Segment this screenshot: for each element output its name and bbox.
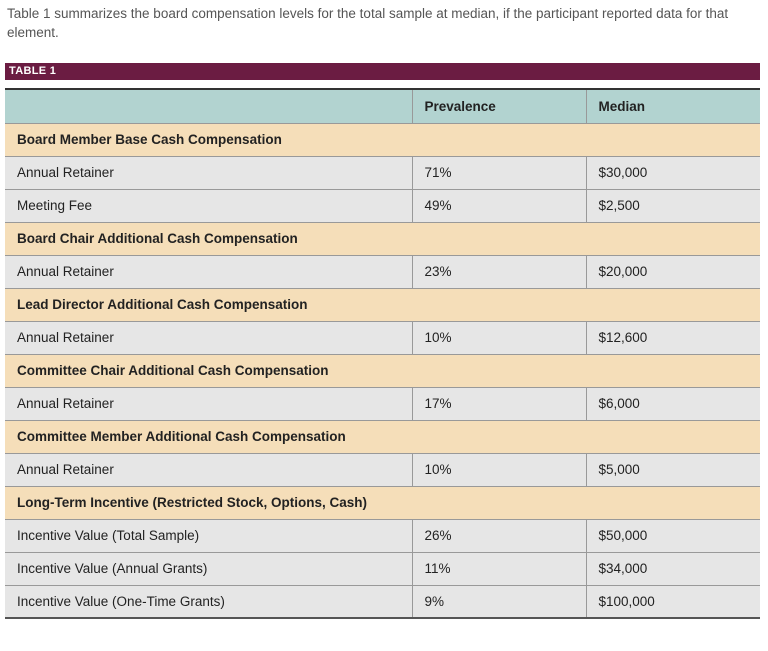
prevalence-cell: 9% bbox=[412, 584, 587, 619]
row-label: Annual Retainer bbox=[5, 386, 413, 421]
median-cell: $2,500 bbox=[586, 188, 760, 223]
table-row: Annual Retainer 23% $20,000 bbox=[5, 254, 760, 289]
table-row: Annual Retainer 10% $12,600 bbox=[5, 320, 760, 355]
table-row: Incentive Value (Total Sample) 26% $50,000 bbox=[5, 518, 760, 553]
row-label: Annual Retainer bbox=[5, 254, 413, 289]
prevalence-cell: 10% bbox=[412, 320, 587, 355]
section-label: Committee Chair Additional Cash Compensa… bbox=[5, 353, 760, 388]
median-cell: $30,000 bbox=[586, 155, 760, 190]
prevalence-cell: 49% bbox=[412, 188, 587, 223]
median-cell: $34,000 bbox=[586, 551, 760, 586]
section-label: Lead Director Additional Cash Compensati… bbox=[5, 287, 760, 322]
row-label: Annual Retainer bbox=[5, 320, 413, 355]
table-row: Incentive Value (One-Time Grants) 9% $100,… bbox=[5, 584, 760, 619]
section-row: Committee Chair Additional Cash Compensa… bbox=[5, 353, 760, 388]
table-row: Annual Retainer 17% $6,000 bbox=[5, 386, 760, 421]
median-cell: $50,000 bbox=[586, 518, 760, 553]
prevalence-cell: 17% bbox=[412, 386, 587, 421]
median-cell: $5,000 bbox=[586, 452, 760, 487]
row-label: Incentive Value (Annual Grants) bbox=[5, 551, 413, 586]
median-cell: $12,600 bbox=[586, 320, 760, 355]
section-label: Board Chair Additional Cash Compensation bbox=[5, 221, 760, 256]
section-row: Long-Term Incentive (Restricted Stock, O… bbox=[5, 485, 760, 520]
section-row: Board Chair Additional Cash Compensation bbox=[5, 221, 760, 256]
prevalence-cell: 26% bbox=[412, 518, 587, 553]
intro-text: Table 1 summarizes the board compensatio… bbox=[7, 6, 729, 40]
prevalence-cell: 23% bbox=[412, 254, 587, 289]
section-label: Committee Member Additional Cash Compens… bbox=[5, 419, 760, 454]
table-row: Annual Retainer 10% $5,000 bbox=[5, 452, 760, 487]
row-label: Annual Retainer bbox=[5, 452, 413, 487]
median-cell: $20,000 bbox=[586, 254, 760, 289]
section-row: Lead Director Additional Cash Compensati… bbox=[5, 287, 760, 322]
prevalence-cell: 71% bbox=[412, 155, 587, 190]
median-cell: $6,000 bbox=[586, 386, 760, 421]
row-label: Incentive Value (Total Sample) bbox=[5, 518, 413, 553]
section-label: Board Member Base Cash Compensation bbox=[5, 122, 760, 157]
header-label bbox=[5, 88, 413, 124]
table-header-row: Prevalence Median bbox=[5, 88, 760, 124]
table-title: TABLE 1 bbox=[5, 63, 760, 80]
prevalence-cell: 11% bbox=[412, 551, 587, 586]
header-prevalence: Prevalence bbox=[412, 88, 587, 124]
table-row: Annual Retainer 71% $30,000 bbox=[5, 155, 760, 190]
section-label: Long-Term Incentive (Restricted Stock, O… bbox=[5, 485, 760, 520]
section-row: Board Member Base Cash Compensation bbox=[5, 122, 760, 157]
header-median: Median bbox=[586, 88, 760, 124]
prevalence-cell: 10% bbox=[412, 452, 587, 487]
table-row: Meeting Fee 49% $2,500 bbox=[5, 188, 760, 223]
row-label: Meeting Fee bbox=[5, 188, 413, 223]
compensation-table: Prevalence Median Board Member Base Cash… bbox=[5, 88, 760, 619]
section-row: Committee Member Additional Cash Compens… bbox=[5, 419, 760, 454]
median-cell: $100,000 bbox=[586, 584, 760, 619]
row-label: Annual Retainer bbox=[5, 155, 413, 190]
table-row: Incentive Value (Annual Grants) 11% $34,00… bbox=[5, 551, 760, 586]
row-label: Incentive Value (One-Time Grants) bbox=[5, 584, 413, 619]
